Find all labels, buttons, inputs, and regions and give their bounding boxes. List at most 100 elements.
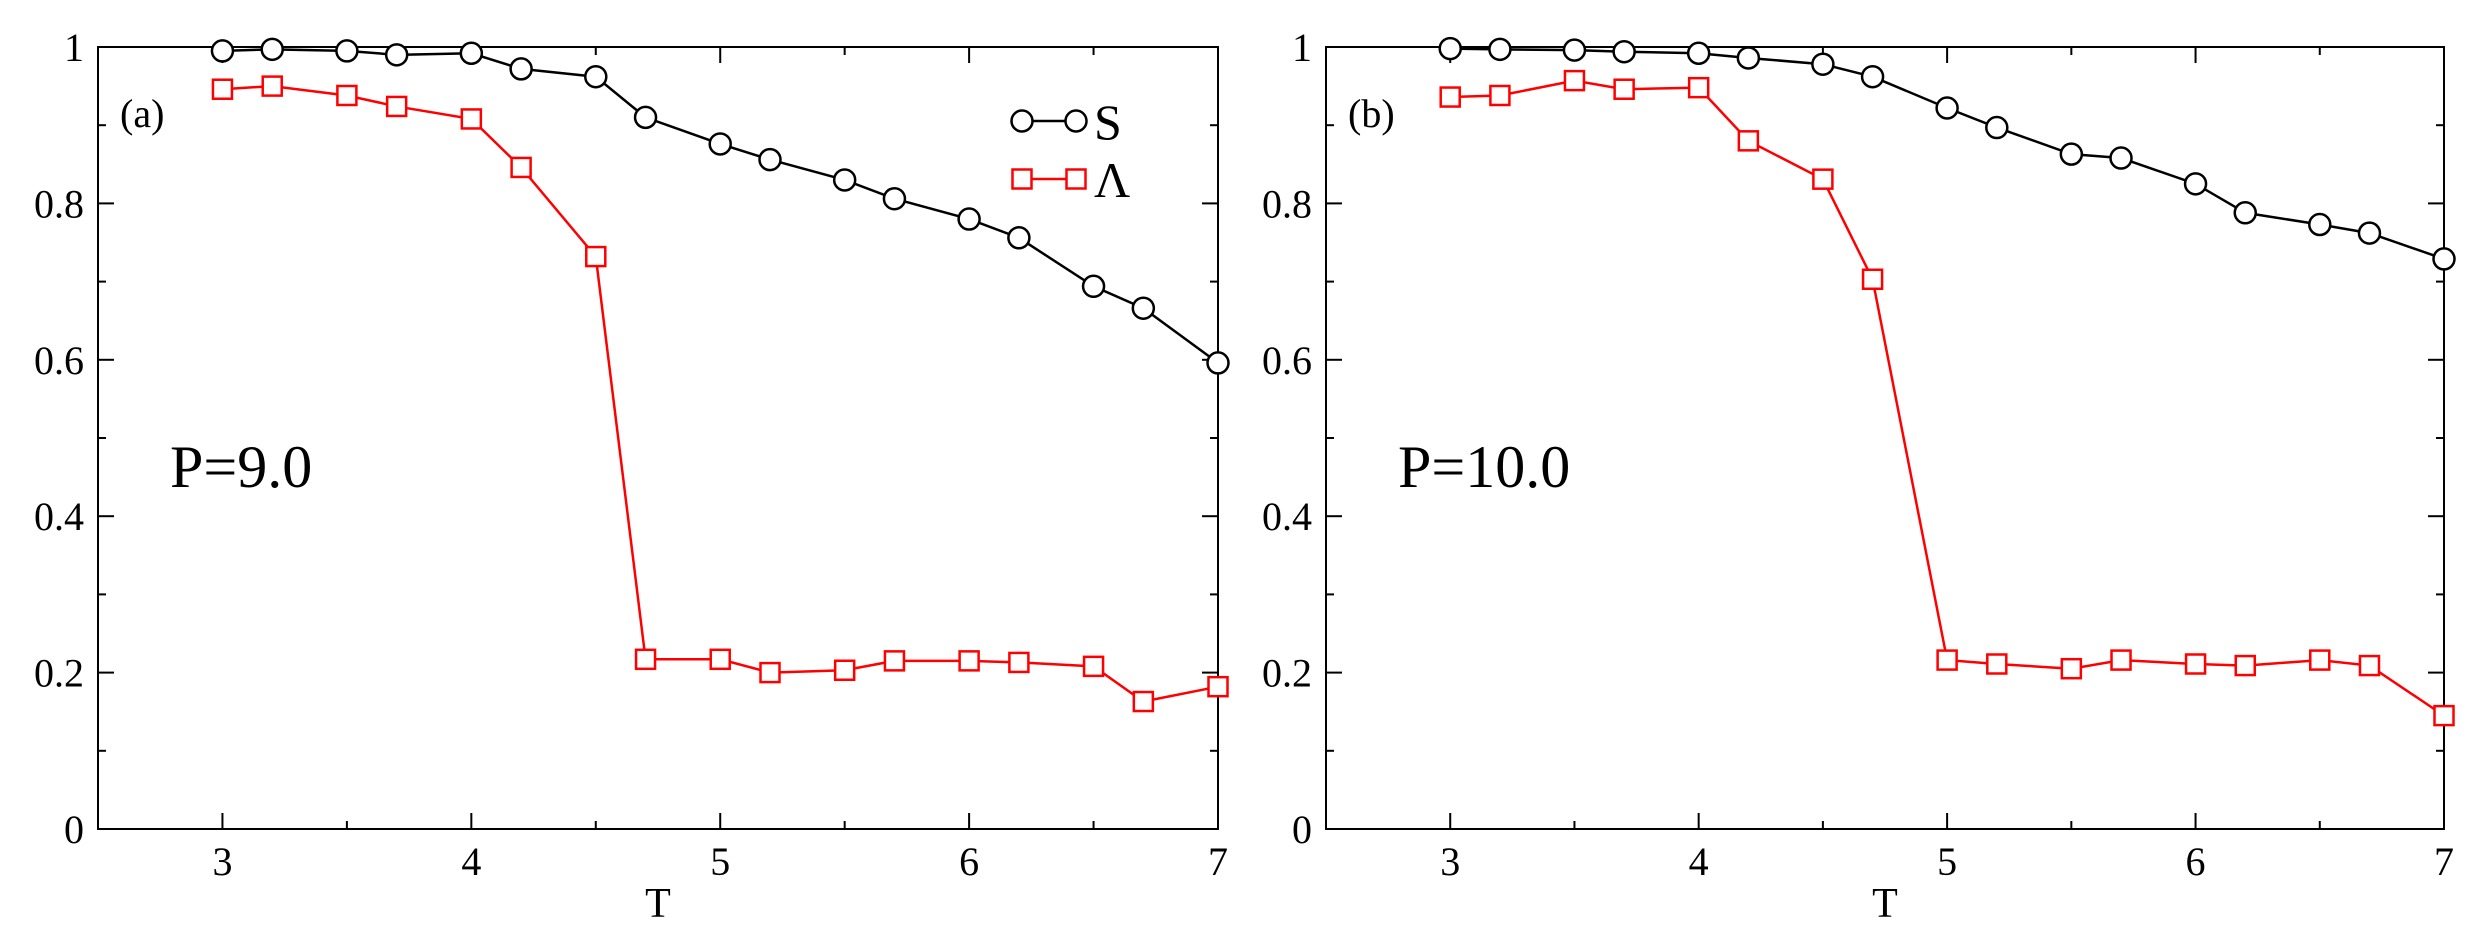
data-point — [2110, 649, 2132, 671]
data-point — [1686, 41, 1711, 66]
data-point — [510, 156, 532, 179]
y-tick-label: 0.4 — [1262, 494, 1312, 539]
data-point — [958, 650, 980, 672]
series-line — [1450, 79, 2445, 717]
series-line — [1450, 47, 2445, 261]
series-s — [1438, 36, 2456, 271]
panel-a: 3 4 5 6 7 0 0.2 0.4 0.6 0.8 1 T (a) P=9.0 SΛ — [34, 25, 1230, 927]
data-point — [833, 659, 856, 682]
data-point — [957, 207, 981, 231]
y-tick-label: 1 — [1292, 25, 1312, 70]
y-tick-label: 0 — [1292, 807, 1312, 852]
data-point — [1488, 37, 1512, 62]
data-point — [1007, 226, 1031, 250]
x-tick-label: 7 — [1208, 839, 1228, 884]
y-tick-label: 0.2 — [34, 651, 84, 696]
data-point — [2433, 704, 2455, 727]
data-point — [385, 95, 408, 118]
legend-marker — [1065, 168, 1087, 190]
data-point — [509, 57, 533, 81]
data-point — [1438, 36, 1462, 61]
series-s — [210, 37, 1230, 375]
x-tick-label: 3 — [1440, 839, 1460, 884]
data-point — [2358, 654, 2381, 677]
data-point — [1132, 690, 1155, 713]
data-point — [2432, 247, 2456, 271]
data-point — [1935, 96, 1959, 120]
x-tick-label: 4 — [1689, 839, 1709, 884]
data-point — [1082, 655, 1105, 678]
series-lambda — [1439, 69, 2455, 727]
x-tick-label: 4 — [461, 839, 481, 884]
data-point — [1687, 76, 1710, 99]
legend-marker — [1010, 109, 1034, 133]
data-point — [883, 650, 906, 672]
x-tick-label: 6 — [959, 839, 979, 884]
data-point — [1737, 130, 1760, 152]
data-point — [882, 186, 907, 211]
data-point — [2308, 212, 2332, 237]
data-point — [1439, 86, 1461, 108]
x-tick-label: 6 — [2186, 839, 2206, 884]
legend-label: Λ — [1094, 152, 1130, 208]
data-point — [584, 64, 608, 89]
series-lambda — [211, 75, 1229, 713]
legend-label: S — [1094, 94, 1122, 150]
data-point — [2184, 653, 2207, 675]
data-point — [1860, 64, 1885, 89]
data-point — [1563, 69, 1586, 92]
data-point — [1206, 351, 1230, 375]
y-tick-label: 0.8 — [1262, 181, 1312, 226]
legend-marker — [1011, 168, 1033, 190]
data-point — [2060, 657, 2083, 680]
panel-label: (a) — [120, 91, 164, 136]
legend-marker — [1064, 109, 1088, 133]
data-point — [211, 78, 234, 100]
y-tick-label: 0.6 — [34, 338, 84, 383]
data-point — [1861, 268, 1884, 291]
y-tick-label: 1 — [64, 25, 84, 70]
data-point — [210, 39, 235, 63]
data-point — [336, 84, 358, 107]
data-point — [758, 147, 782, 172]
data-point — [1081, 274, 1106, 299]
data-point — [2357, 221, 2382, 245]
data-point — [708, 132, 732, 156]
y-tick-label: 0.8 — [34, 181, 84, 226]
data-point — [2233, 201, 2257, 225]
data-point — [460, 108, 483, 130]
series-line — [222, 48, 1219, 364]
data-point — [709, 648, 731, 671]
data-point — [1131, 296, 1156, 320]
data-point — [1612, 39, 1636, 64]
data-point — [260, 37, 284, 62]
y-tick-label: 0.4 — [34, 494, 84, 539]
legend: SΛ — [1010, 94, 1130, 208]
y-tick-label: 0 — [64, 807, 84, 852]
x-tick-label: 3 — [212, 839, 232, 884]
data-point — [1207, 675, 1229, 698]
x-tick-label: 7 — [2434, 839, 2454, 884]
data-point — [832, 168, 857, 192]
data-point — [459, 41, 484, 66]
x-axis-title: T — [645, 881, 671, 927]
data-point — [335, 39, 359, 63]
data-point — [1812, 168, 1834, 190]
x-tick-label: 5 — [710, 839, 730, 884]
data-point — [2183, 172, 2208, 196]
data-point — [2309, 649, 2331, 671]
panel-b: 3 4 5 6 7 0 0.2 0.4 0.6 0.8 1 T (b) P=10.0 — [1262, 25, 2456, 927]
data-point — [759, 661, 781, 684]
data-point — [1489, 84, 1511, 107]
data-point — [1811, 52, 1835, 76]
data-point — [2059, 142, 2084, 166]
data-point — [2109, 146, 2133, 170]
data-point — [1985, 115, 2009, 140]
pressure-annotation: P=9.0 — [170, 434, 312, 500]
x-tick-label: 5 — [1937, 839, 1957, 884]
x-axis-title: T — [1872, 881, 1898, 927]
data-point — [384, 43, 409, 67]
data-point — [1562, 38, 1587, 62]
data-point — [634, 648, 657, 671]
